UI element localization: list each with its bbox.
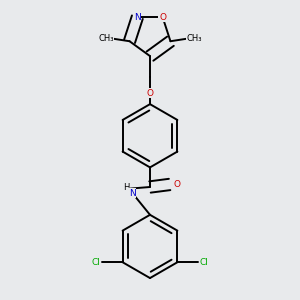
Text: O: O xyxy=(146,88,154,98)
Text: O: O xyxy=(173,180,180,189)
Text: N: N xyxy=(129,188,136,197)
Text: Cl: Cl xyxy=(200,258,209,267)
Text: O: O xyxy=(159,13,166,22)
Text: Cl: Cl xyxy=(91,258,100,267)
Text: CH₃: CH₃ xyxy=(186,34,202,43)
Text: N: N xyxy=(134,13,141,22)
Text: H: H xyxy=(123,183,130,192)
Text: CH₃: CH₃ xyxy=(98,34,114,43)
